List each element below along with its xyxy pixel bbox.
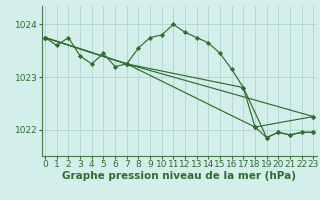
X-axis label: Graphe pression niveau de la mer (hPa): Graphe pression niveau de la mer (hPa) [62, 171, 296, 181]
